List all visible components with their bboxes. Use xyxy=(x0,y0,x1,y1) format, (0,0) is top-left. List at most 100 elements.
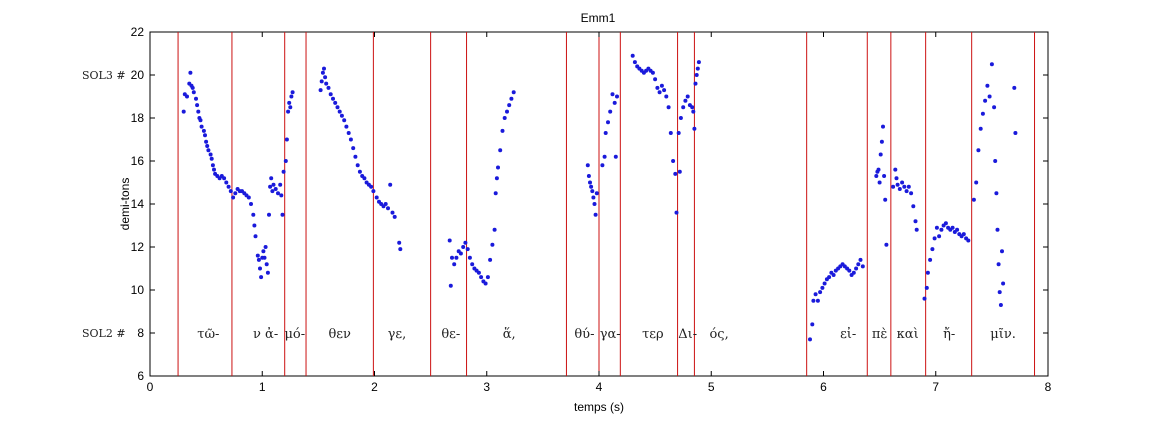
pitch-point xyxy=(328,92,333,97)
pitch-point xyxy=(386,206,390,211)
pitch-point xyxy=(256,257,261,262)
pitch-point xyxy=(822,281,827,286)
pitch-point xyxy=(465,247,470,252)
pitch-point xyxy=(224,180,229,185)
pitch-point xyxy=(659,83,664,88)
pitch-point xyxy=(251,212,256,217)
pitch-point xyxy=(674,210,679,215)
pitch-point xyxy=(199,124,204,129)
pitch-point xyxy=(233,191,238,196)
pitch-point xyxy=(858,257,863,262)
pitch-point xyxy=(589,184,594,189)
pitch-point xyxy=(650,70,655,75)
pitch-point xyxy=(943,221,948,226)
syllable-labels: τῶ-ν ἀ-μό-θεν γε, θε-ἅ, θύ-γα-τερ Δι-ός, εἰ-π… xyxy=(197,326,1016,342)
pitch-point xyxy=(691,109,696,114)
pitch-point xyxy=(592,202,597,206)
pitch-point xyxy=(827,275,832,280)
pitch-point xyxy=(185,94,189,99)
pitch-point xyxy=(995,227,1000,232)
pitch-point xyxy=(900,180,905,185)
syllable-label: γε, xyxy=(388,327,407,342)
x-axis-title: temps (s) xyxy=(574,400,624,414)
syllable-label: θε- xyxy=(441,327,460,342)
pitch-point xyxy=(467,255,472,260)
pitch-point xyxy=(879,139,884,144)
pitch-point xyxy=(505,109,509,114)
pitch-point xyxy=(955,227,960,232)
pitch-point xyxy=(383,202,388,206)
pitch-point xyxy=(878,152,883,157)
pitch-point xyxy=(615,94,619,99)
pitch-point xyxy=(226,184,231,189)
pitch-point xyxy=(928,257,933,262)
pitch-point xyxy=(914,227,919,232)
pitch-point xyxy=(811,298,816,303)
pitch-point xyxy=(286,109,291,114)
pitch-point xyxy=(906,184,911,189)
pitch-point xyxy=(258,266,262,271)
pitch-point xyxy=(289,94,294,99)
x-tick-label: 4 xyxy=(596,380,603,394)
pitch-point xyxy=(695,66,700,71)
pitch-point xyxy=(593,212,598,217)
pitch-point xyxy=(344,124,349,129)
pitch-point xyxy=(939,227,944,232)
pitch-point xyxy=(351,146,356,151)
pitch-point xyxy=(264,262,269,267)
pitch-point xyxy=(884,242,889,247)
pitch-point xyxy=(856,262,861,267)
pitch-point xyxy=(496,165,500,170)
pitch-point xyxy=(348,137,353,142)
pitch-point xyxy=(252,223,257,228)
x-tick-label: 1 xyxy=(259,380,266,394)
pitch-point xyxy=(209,156,214,161)
pitch-point xyxy=(488,257,493,262)
pitch-point xyxy=(355,163,360,168)
pitch-point xyxy=(452,262,457,267)
pitch-point xyxy=(458,251,463,256)
pitch-point xyxy=(326,85,331,90)
pitch-point xyxy=(448,283,453,288)
pitch-point xyxy=(222,176,227,181)
pitch-point xyxy=(357,169,362,174)
pitch-point xyxy=(210,163,215,168)
x-tick-label: 6 xyxy=(820,380,827,394)
pitch-point xyxy=(342,118,347,123)
y-axis-title: demi-tons xyxy=(118,178,132,231)
pitch-point xyxy=(992,105,997,110)
pitch-point xyxy=(331,96,335,101)
pitch-point xyxy=(937,234,942,239)
pitch-point xyxy=(653,77,658,82)
pitch-point xyxy=(374,195,379,200)
pitch-point xyxy=(847,268,852,273)
x-axis: 0 1 2 3 4 5 6 7 8 xyxy=(147,32,1052,394)
pitch-point xyxy=(930,247,935,252)
syllable-label: ν ἀ- xyxy=(253,327,278,342)
pitch-point xyxy=(502,116,507,120)
x-tick-label: 2 xyxy=(371,380,378,394)
pitch-point xyxy=(284,137,289,142)
pitch-point xyxy=(269,176,274,181)
pitch-point xyxy=(509,96,514,101)
pitch-point xyxy=(259,275,264,280)
syllable-label: μῖν. xyxy=(990,327,1016,342)
x-tick-label: 0 xyxy=(147,380,154,394)
pitch-point xyxy=(588,180,592,185)
pitch-point xyxy=(813,292,818,297)
y-tick-label: 18 xyxy=(131,111,145,125)
pitch-point xyxy=(231,195,236,200)
pitch-point xyxy=(678,116,683,120)
y-tick-label: 6 xyxy=(137,369,144,383)
pitch-point xyxy=(997,290,1002,295)
pitch-point xyxy=(490,242,495,247)
pitch-point xyxy=(390,210,395,215)
pitch-point xyxy=(279,193,284,198)
pitch-point xyxy=(255,253,260,258)
pitch-point xyxy=(600,163,605,168)
pitch-point xyxy=(924,285,929,290)
y-tick-label: 8 xyxy=(137,326,144,340)
pitch-point xyxy=(198,118,203,123)
pitch-point xyxy=(203,133,207,138)
